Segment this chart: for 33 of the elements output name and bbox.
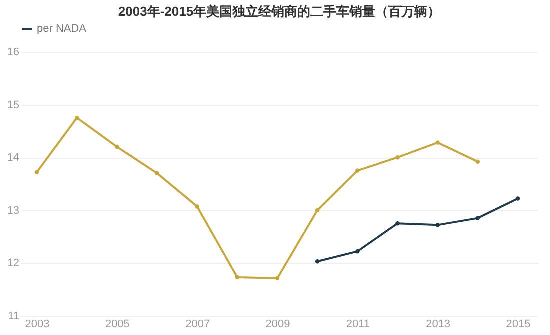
point — [315, 208, 320, 213]
y-tick-label: 13 — [7, 204, 20, 217]
point — [476, 160, 480, 164]
x-tick-label: 2011 — [346, 318, 370, 330]
point — [476, 216, 480, 220]
y-tick-label: 16 — [7, 46, 20, 58]
y-tick-label: 14 — [7, 152, 20, 164]
chart-title: 2003年-2015年美国独立经销商的二手车销量（百万辆） — [118, 4, 441, 19]
point — [235, 275, 240, 280]
x-tick-label: 2013 — [426, 318, 451, 330]
x-tick-label: 2003 — [25, 318, 50, 330]
y-tick-label: 11 — [8, 310, 20, 322]
point — [275, 276, 280, 281]
y-tick-label: 12 — [7, 258, 20, 270]
x-tick-label: 2015 — [506, 318, 531, 330]
point — [356, 168, 360, 173]
point — [356, 249, 360, 254]
x-tick-label: 2007 — [186, 318, 210, 330]
legend-label: per NADA — [37, 23, 88, 35]
point — [436, 140, 440, 145]
point — [396, 155, 400, 160]
point — [436, 223, 440, 228]
point — [516, 196, 520, 201]
point — [115, 144, 120, 150]
x-tick-label: 2005 — [105, 318, 130, 330]
y-tick-label: 15 — [7, 99, 20, 112]
point — [195, 204, 200, 209]
point — [315, 260, 320, 264]
x-tick-label: 2009 — [266, 318, 290, 330]
point — [74, 116, 80, 120]
point — [34, 170, 40, 174]
point — [155, 171, 160, 176]
point — [396, 221, 400, 226]
